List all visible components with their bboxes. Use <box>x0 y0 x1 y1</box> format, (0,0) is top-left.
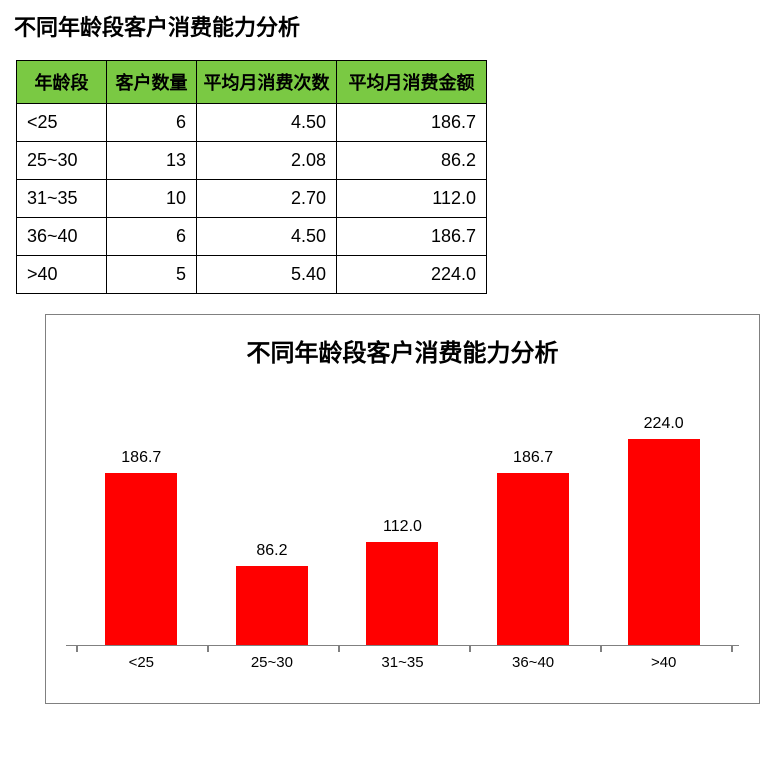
table-cell: 186.7 <box>337 218 487 256</box>
table-cell: 5.40 <box>197 256 337 294</box>
data-table: 年龄段客户数量平均月消费次数平均月消费金额 <2564.50186.725~30… <box>16 60 487 294</box>
table-cell: 31~35 <box>17 180 107 218</box>
x-tick <box>731 645 733 652</box>
x-axis-label: <25 <box>76 654 207 671</box>
bar: 186.7 <box>497 473 569 645</box>
x-axis-label: 36~40 <box>468 654 599 671</box>
table-header-cell: 平均月消费金额 <box>337 61 487 104</box>
x-axis-label: >40 <box>598 654 729 671</box>
x-axis: <2525~3031~3536~40>40 <box>66 654 739 671</box>
table-cell: 224.0 <box>337 256 487 294</box>
x-tick <box>469 645 471 652</box>
plot-area: 186.7 86.2 112.0 186.7 224.0 <box>66 376 739 646</box>
bar-value-label: 186.7 <box>513 449 553 467</box>
x-axis-label: 25~30 <box>207 654 338 671</box>
table-cell: 5 <box>107 256 197 294</box>
table-cell: 25~30 <box>17 142 107 180</box>
bar: 186.7 <box>105 473 177 645</box>
table-cell: 4.50 <box>197 218 337 256</box>
bar-value-label: 186.7 <box>121 449 161 467</box>
table-header-cell: 客户数量 <box>107 61 197 104</box>
table-cell: 36~40 <box>17 218 107 256</box>
bar-slot: 86.2 <box>207 376 338 645</box>
table-cell: 2.08 <box>197 142 337 180</box>
bar-slot: 186.7 <box>76 376 207 645</box>
plot-wrap: 186.7 86.2 112.0 186.7 224.0 <2525~3031~3536… <box>66 376 739 686</box>
bar-value-label: 86.2 <box>256 542 287 560</box>
table-cell: 112.0 <box>337 180 487 218</box>
bar: 224.0 <box>628 439 700 645</box>
x-tick <box>207 645 209 652</box>
bar-slot: 224.0 <box>598 376 729 645</box>
table-cell: 2.70 <box>197 180 337 218</box>
x-tick <box>600 645 602 652</box>
table-cell: 6 <box>107 218 197 256</box>
table-cell: 4.50 <box>197 104 337 142</box>
table-header-cell: 平均月消费次数 <box>197 61 337 104</box>
table-cell: 10 <box>107 180 197 218</box>
x-tick <box>76 645 78 652</box>
table-cell: 6 <box>107 104 197 142</box>
table-cell: >40 <box>17 256 107 294</box>
x-tick <box>338 645 340 652</box>
table-cell: 13 <box>107 142 197 180</box>
bar-value-label: 224.0 <box>644 415 684 433</box>
bar: 86.2 <box>236 566 308 645</box>
bar-slot: 112.0 <box>337 376 468 645</box>
table-row: 31~35102.70112.0 <box>17 180 487 218</box>
table-body: <2564.50186.725~30132.0886.231~35102.701… <box>17 104 487 294</box>
table-row: 25~30132.0886.2 <box>17 142 487 180</box>
bar: 112.0 <box>366 542 438 645</box>
chart-title: 不同年龄段客户消费能力分析 <box>66 333 739 368</box>
table-row: <2564.50186.7 <box>17 104 487 142</box>
bar-slot: 186.7 <box>468 376 599 645</box>
table-header-cell: 年龄段 <box>17 61 107 104</box>
table-cell: 86.2 <box>337 142 487 180</box>
table-row: >4055.40224.0 <box>17 256 487 294</box>
page-title: 不同年龄段客户消费能力分析 <box>14 10 760 42</box>
table-row: 36~4064.50186.7 <box>17 218 487 256</box>
x-axis-label: 31~35 <box>337 654 468 671</box>
bar-value-label: 112.0 <box>383 518 422 536</box>
table-cell: <25 <box>17 104 107 142</box>
table-header-row: 年龄段客户数量平均月消费次数平均月消费金额 <box>17 61 487 104</box>
chart-container: 不同年龄段客户消费能力分析 186.7 86.2 112.0 186.7 224.0 <… <box>45 314 760 704</box>
table-cell: 186.7 <box>337 104 487 142</box>
